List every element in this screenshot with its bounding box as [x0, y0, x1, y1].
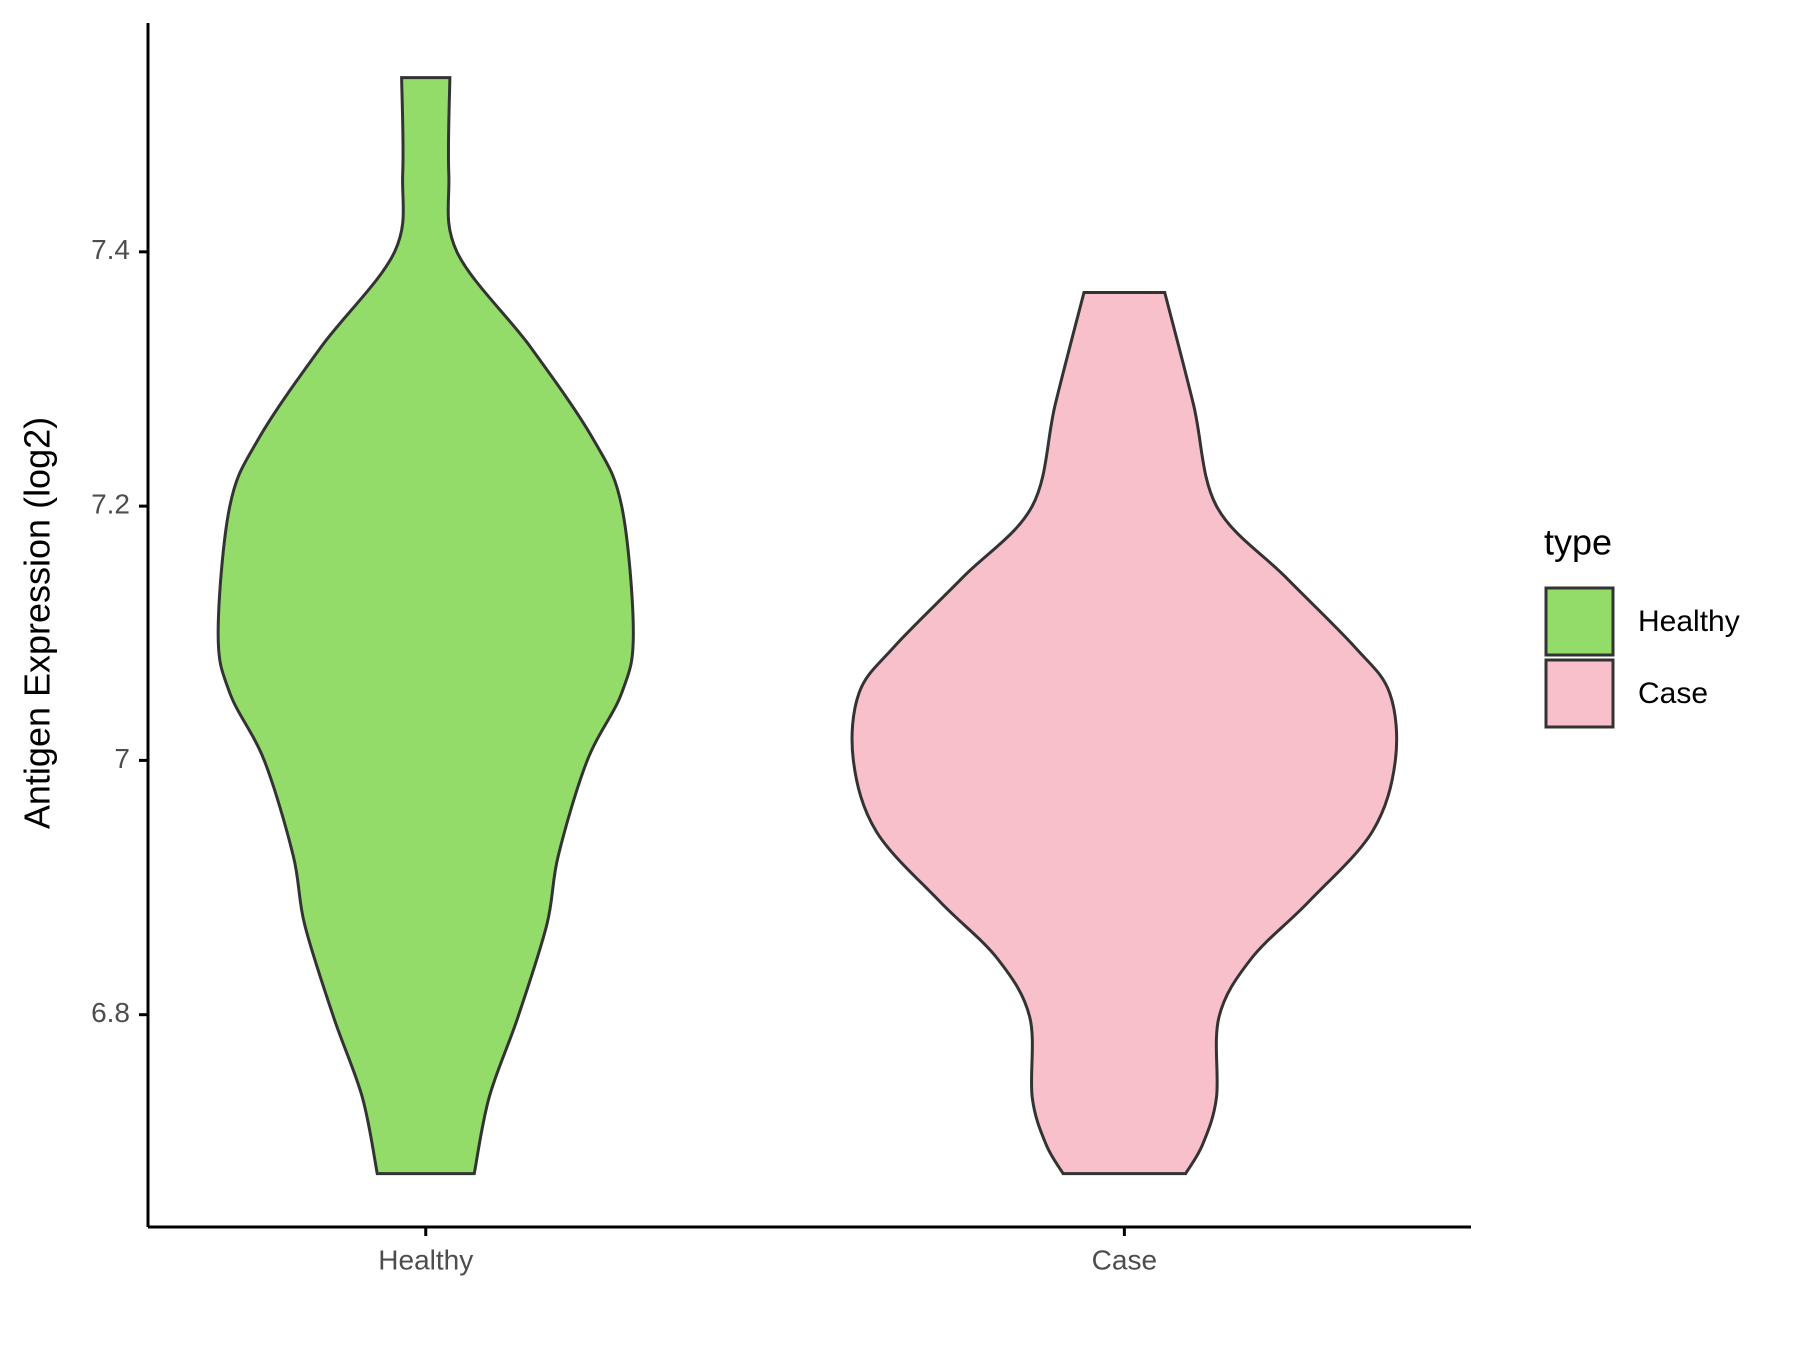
y-tick-label: 7.4: [91, 234, 130, 265]
violin: [850, 291, 1399, 1176]
x-tick-label: Case: [1092, 1244, 1157, 1275]
y-tick-label: 6.8: [91, 997, 130, 1028]
y-axis-title: Antigen Expression (log2): [17, 417, 58, 829]
y-tick-label: 7: [114, 743, 130, 774]
y-tick-label: 7.2: [91, 489, 130, 520]
legend-title: type: [1544, 522, 1612, 563]
x-tick-label: Healthy: [378, 1244, 473, 1275]
legend-label: Healthy: [1638, 605, 1740, 638]
legend-label: Case: [1638, 677, 1708, 710]
legend-key: [1544, 658, 1615, 729]
legend-key: [1544, 586, 1615, 657]
violin: [216, 76, 635, 1176]
